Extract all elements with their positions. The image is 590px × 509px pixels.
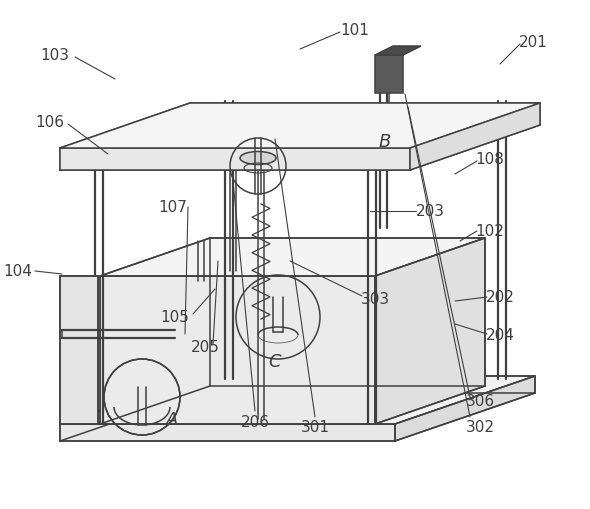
Text: 205: 205 <box>191 340 219 355</box>
Polygon shape <box>60 104 540 149</box>
Polygon shape <box>100 276 375 424</box>
Text: 306: 306 <box>466 394 494 409</box>
Text: 204: 204 <box>486 327 514 342</box>
Text: 101: 101 <box>340 22 369 38</box>
Text: 105: 105 <box>160 310 189 325</box>
Text: 302: 302 <box>466 420 494 435</box>
Text: 206: 206 <box>241 415 270 430</box>
Text: 201: 201 <box>519 35 548 49</box>
Polygon shape <box>395 376 535 441</box>
Polygon shape <box>60 149 410 171</box>
Text: 202: 202 <box>486 290 514 305</box>
Text: B: B <box>379 133 391 151</box>
Text: 303: 303 <box>360 292 389 307</box>
Text: 102: 102 <box>476 224 504 239</box>
Ellipse shape <box>240 152 276 165</box>
Text: 107: 107 <box>159 200 188 215</box>
Text: 203: 203 <box>415 204 444 219</box>
Text: 104: 104 <box>4 264 32 279</box>
Polygon shape <box>410 104 540 171</box>
Text: 108: 108 <box>476 152 504 167</box>
Text: 103: 103 <box>41 47 70 63</box>
Polygon shape <box>375 239 485 424</box>
Text: A: A <box>166 410 178 428</box>
Text: C: C <box>268 352 281 370</box>
Polygon shape <box>375 56 403 94</box>
Polygon shape <box>100 239 485 276</box>
Text: 106: 106 <box>35 115 64 129</box>
Polygon shape <box>375 47 421 56</box>
Polygon shape <box>60 276 98 424</box>
Polygon shape <box>60 376 535 424</box>
Text: 301: 301 <box>300 420 329 435</box>
Polygon shape <box>60 424 395 441</box>
